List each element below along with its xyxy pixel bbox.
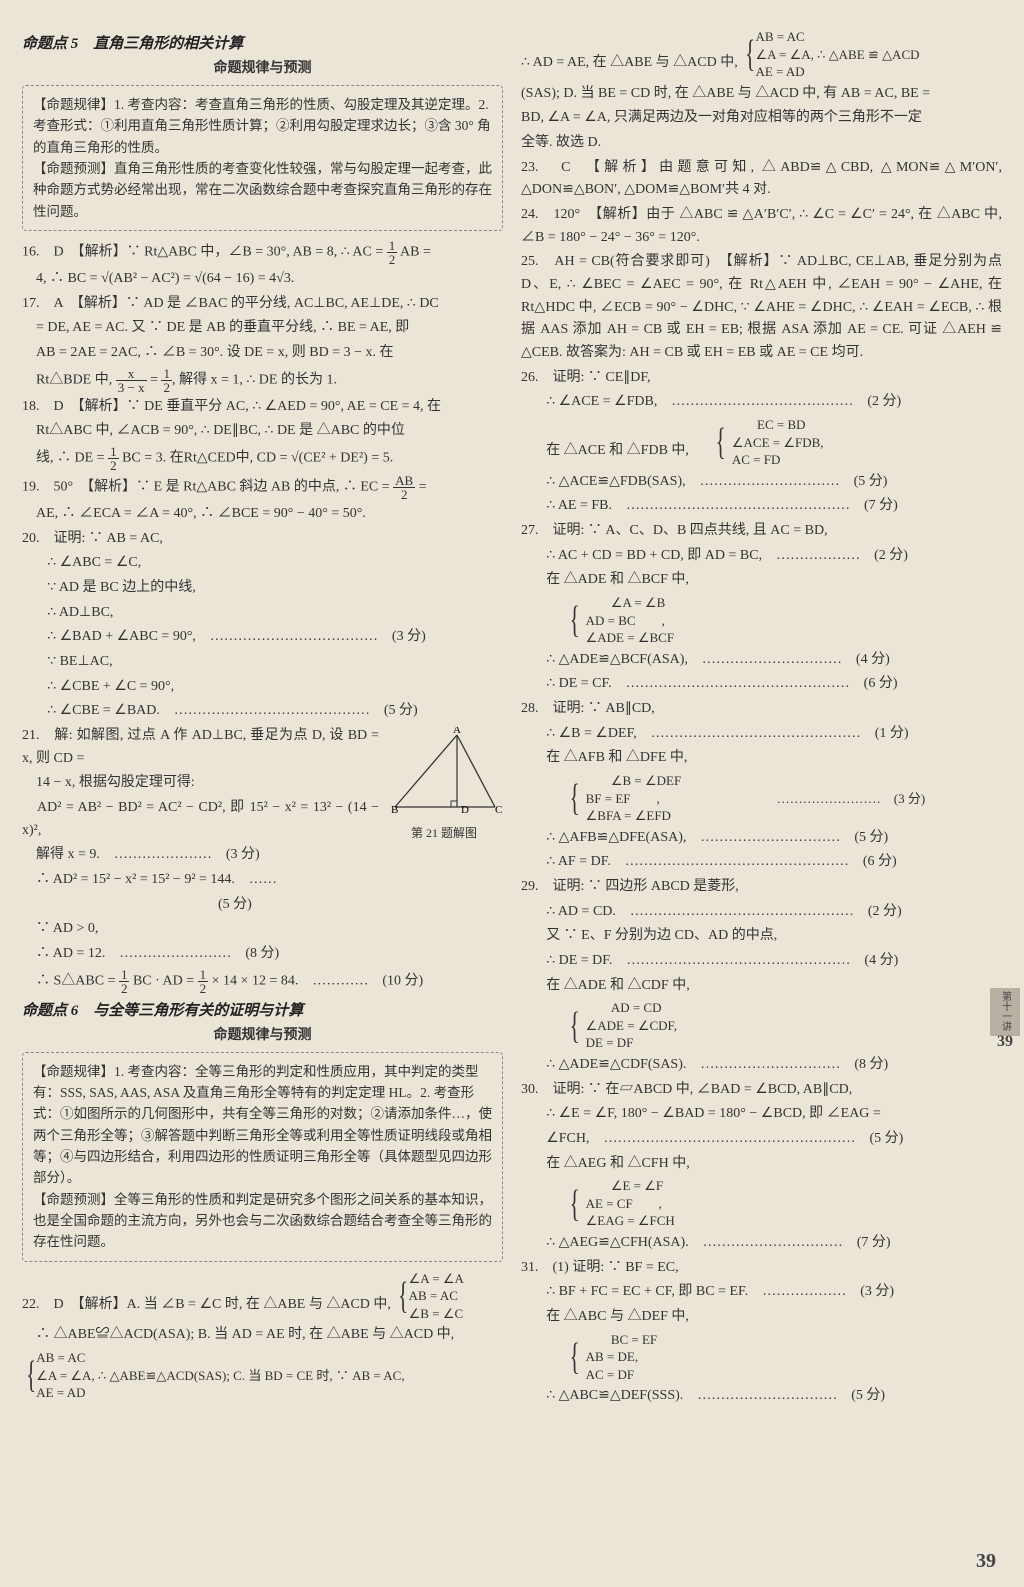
rc-line4: 全等. 故选 D. bbox=[521, 132, 1002, 155]
q27-line4: ∴ △ADE≌△BCF(ASA), ………………………… (4 分) bbox=[521, 649, 1002, 672]
q26-line2: ∴ ∠ACE = ∠FDB, ………………………………… (2 分) bbox=[521, 391, 1002, 414]
q30-line5: ∴ △AEG≌△CFH(ASA). ………………………… (7 分) bbox=[521, 1232, 1002, 1255]
q20-line6: ∵ BE⊥AC, bbox=[22, 651, 503, 674]
q26-line4: ∴ △ACE≌△FDB(SAS), ………………………… (5 分) bbox=[521, 471, 1002, 494]
rc-line1: ∴ AD = AE, 在 △ABE 与 △ACD 中, {AB = AC∠A =… bbox=[521, 28, 1002, 81]
q21-fig-caption: 第 21 题解图 bbox=[385, 824, 503, 843]
q27-line5: ∴ DE = CF. ………………………………………… (6 分) bbox=[521, 673, 1002, 696]
q18-line2: Rt△ABC 中, ∠ACB = 90°, ∴ DE∥BC, ∴ DE 是 △A… bbox=[22, 420, 503, 443]
q29-brace: {AD = CD∠ADE = ∠CDF,DE = DF bbox=[521, 999, 1002, 1052]
q28-line1: 28. 证明: ∵ AB∥CD, bbox=[521, 698, 1002, 721]
q20-line1: 20. 证明: ∵ AB = AC, bbox=[22, 528, 503, 551]
q20-line8: ∴ ∠CBE = ∠BAD. …………………………………… (5 分) bbox=[22, 700, 503, 723]
q29-line3: 又 ∵ E、F 分别为边 CD、AD 的中点, bbox=[521, 925, 1002, 948]
q19-line2: AE, ∴ ∠ECA = ∠A = 40°, ∴ ∠BCE = 90° − 40… bbox=[22, 503, 503, 526]
q28-brace: {∠B = ∠DEFBF = EF , …………………… (3 分)∠BFA =… bbox=[521, 772, 1002, 825]
tab-label: 第十一讲 bbox=[998, 991, 1013, 1031]
q20-line7: ∴ ∠CBE + ∠C = 90°, bbox=[22, 676, 503, 699]
q21-line7: ∵ AD > 0, bbox=[22, 918, 503, 941]
tab-number: 39 bbox=[990, 1033, 1020, 1051]
q26-line1: 26. 证明: ∵ CE∥DF, bbox=[521, 367, 1002, 390]
section5-title: 命题点 5 直角三角形的相关计算 bbox=[22, 32, 503, 56]
q30-brace: {∠E = ∠FAE = CF ,∠EAG = ∠FCH bbox=[521, 1177, 1002, 1230]
q21-line5: ∴ AD² = 15² − x² = 15² − 9² = 144. …… bbox=[22, 869, 503, 892]
q31-line3: 在 △ABC 与 △DEF 中, bbox=[521, 1306, 1002, 1329]
q30-line3: ∠FCH, ……………………………………………… (5 分) bbox=[521, 1128, 1002, 1151]
q20-line3: ∵ AD 是 BC 边上的中线, bbox=[22, 577, 503, 600]
page-container: 命题点 5 直角三角形的相关计算 命题规律与预测 【命题规律】1. 考查内容：考… bbox=[0, 0, 1024, 1420]
q18-line1: 18. D 【解析】∵ DE 垂直平分 AC, ∴ ∠AED = 90°, AE… bbox=[22, 396, 503, 419]
law-heading-2: 命题规律与预测 bbox=[22, 1025, 503, 1048]
q22-line2: ∴ △ABE≌△ACD(ASA); B. 当 AD = AE 时, 在 △ABE… bbox=[22, 1324, 503, 1347]
q29-line1: 29. 证明: ∵ 四边形 ABCD 是菱形, bbox=[521, 876, 1002, 899]
q28-line5: ∴ AF = DF. ………………………………………… (6 分) bbox=[521, 851, 1002, 874]
q26-line3: 在 △ACE 和 △FDB 中, {EC = BD∠ACE = ∠FDB,AC … bbox=[521, 416, 1002, 469]
q21-line8: ∴ AD = 12. …………………… (8 分) bbox=[22, 943, 503, 966]
q31-brace: {BC = EFAB = DE,AC = DF bbox=[521, 1331, 1002, 1384]
q30-line1: 30. 证明: ∵ 在▱ABCD 中, ∠BAD = ∠BCD, AB∥CD, bbox=[521, 1079, 1002, 1102]
prediction-box-2: 【命题规律】1. 考查内容：全等三角形的判定和性质应用，其中判定的类型有：SSS… bbox=[22, 1052, 503, 1262]
q30-line2: ∴ ∠E = ∠F, 180° − ∠BAD = 180° − ∠BCD, 即 … bbox=[521, 1103, 1002, 1126]
q18-line3: 线, ∴ DE = 12 BC = 3. 在Rt△CED中, CD = √(CE… bbox=[22, 445, 503, 472]
q27-brace: {∠A = ∠BAD = BC ,∠ADE = ∠BCF bbox=[521, 594, 1002, 647]
q31-line1: 31. (1) 证明: ∵ BF = EC, bbox=[521, 1257, 1002, 1280]
rc-line3: BD, ∠A = ∠A, 只满足两边及一对角对应相等的两个三角形不一定 bbox=[521, 107, 1002, 130]
svg-text:D: D bbox=[461, 804, 469, 815]
q31-line4: ∴ △ABC≌△DEF(SSS). ………………………… (5 分) bbox=[521, 1385, 1002, 1408]
q26-line5: ∴ AE = FB. ………………………………………… (7 分) bbox=[521, 495, 1002, 518]
q19-line1: 19. 50° 【解析】∵ E 是 Rt△ABC 斜边 AB 的中点, ∴ EC… bbox=[22, 474, 503, 501]
q17-line3: AB = 2AE = 2AC, ∴ ∠B = 30°. 设 DE = x, 则 … bbox=[22, 342, 503, 365]
law-heading-1: 命题规律与预测 bbox=[22, 58, 503, 81]
section6-title: 命题点 6 与全等三角形有关的证明与计算 bbox=[22, 999, 503, 1023]
right-column: ∴ AD = AE, 在 △ABE 与 △ACD 中, {AB = AC∠A =… bbox=[521, 28, 1002, 1410]
q28-line2: ∴ ∠B = ∠DEF, ……………………………………… (1 分) bbox=[521, 723, 1002, 746]
q17-line1: 17. A 【解析】∵ AD 是 ∠BAC 的平分线, AC⊥BC, AE⊥DE… bbox=[22, 293, 503, 316]
q21-figure: A B D C 第 21 题解图 bbox=[385, 727, 503, 845]
left-column: 命题点 5 直角三角形的相关计算 命题规律与预测 【命题规律】1. 考查内容：考… bbox=[22, 28, 503, 1410]
q29-line4: ∴ DE = DF. ………………………………………… (4 分) bbox=[521, 950, 1002, 973]
q21-line4: 解得 x = 9. ………………… (3 分) bbox=[22, 844, 503, 867]
q16-line2: 4, ∴ BC = √(AB² − AC²) = √(64 − 16) = 4√… bbox=[22, 268, 503, 291]
q20-line5: ∴ ∠BAD + ∠ABC = 90°, ……………………………… (3 分) bbox=[22, 626, 503, 649]
q29-line2: ∴ AD = CD. ………………………………………… (2 分) bbox=[521, 901, 1002, 924]
q22-line1: 22. D 【解析】A. 当 ∠B = ∠C 时, 在 △ABE 与 △ACD … bbox=[22, 1270, 503, 1323]
q21-line9: ∴ S△ABC = 12 BC · AD = 12 × 14 × 12 = 84… bbox=[22, 968, 503, 995]
q27-line2: ∴ AC + CD = BD + CD, 即 AD = BC, ……………… (… bbox=[521, 545, 1002, 568]
q23: 23. C 【解析】由题意可知, △ABD≌△CBD, △MON≌△M′ON′,… bbox=[521, 157, 1002, 202]
q28-line3: 在 △AFB 和 △DFE 中, bbox=[521, 747, 1002, 770]
q27-line3: 在 △ADE 和 △BCF 中, bbox=[521, 569, 1002, 592]
side-tab: 第十一讲 39 bbox=[990, 988, 1020, 1036]
q29-line5: 在 △ADE 和 △CDF 中, bbox=[521, 975, 1002, 998]
q21-line6: (5 分) bbox=[22, 894, 503, 917]
svg-text:B: B bbox=[391, 804, 398, 815]
svg-text:A: A bbox=[453, 727, 461, 736]
rc-line2: (SAS); D. 当 BE = CD 时, 在 △ABE 与 △ACD 中, … bbox=[521, 83, 1002, 106]
q22-line3: {AB = AC∠A = ∠A, ∴ △ABE≌△ACD(SAS); C. 当 … bbox=[22, 1349, 503, 1402]
q20-line4: ∴ AD⊥BC, bbox=[22, 602, 503, 625]
svg-text:C: C bbox=[495, 804, 502, 815]
page-number: 39 bbox=[976, 1550, 996, 1573]
q20-line2: ∴ ∠ABC = ∠C, bbox=[22, 552, 503, 575]
q30-line4: 在 △AEG 和 △CFH 中, bbox=[521, 1153, 1002, 1176]
q27-line1: 27. 证明: ∵ A、C、D、B 四点共线, 且 AC = BD, bbox=[521, 520, 1002, 543]
q24: 24. 120° 【解析】由于 △ABC ≌ △A′B′C′, ∴ ∠C = ∠… bbox=[521, 204, 1002, 249]
q17-line2: = DE, AE = AC. 又 ∵ DE 是 AB 的垂直平分线, ∴ BE … bbox=[22, 317, 503, 340]
q28-line4: ∴ △AFB≌△DFE(ASA), ………………………… (5 分) bbox=[521, 827, 1002, 850]
prediction-box-1: 【命题规律】1. 考查内容：考查直角三角形的性质、勾股定理及其逆定理。2. 考查… bbox=[22, 85, 503, 231]
q31-line2: ∴ BF + FC = EC + CF, 即 BC = EF. ……………… (… bbox=[521, 1281, 1002, 1304]
q29-line6: ∴ △ADE≌△CDF(SAS). ………………………… (8 分) bbox=[521, 1054, 1002, 1077]
q16-line1: 16. D 【解析】∵ Rt△ABC 中，∠B = 30°, AB = 8, ∴… bbox=[22, 239, 503, 266]
q25: 25. AH = CB(符合要求即可) 【解析】∵ AD⊥BC, CE⊥AB, … bbox=[521, 251, 1002, 364]
q17-line4: Rt△BDE 中, x3 − x = 12, 解得 x = 1, ∴ DE 的长… bbox=[22, 367, 503, 394]
